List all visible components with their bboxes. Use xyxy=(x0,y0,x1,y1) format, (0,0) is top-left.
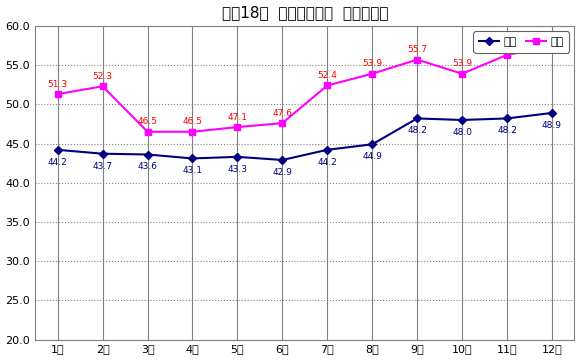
Text: 43.6: 43.6 xyxy=(137,162,158,171)
メス xyxy=(549,111,556,115)
去勢 xyxy=(369,72,376,76)
Text: 48.0: 48.0 xyxy=(452,128,472,137)
メス xyxy=(234,155,241,159)
去勢 xyxy=(99,84,106,89)
Text: 47.6: 47.6 xyxy=(273,109,292,118)
去勢 xyxy=(549,44,556,49)
Line: メス: メス xyxy=(55,110,554,163)
メス xyxy=(503,116,510,121)
Line: 去勢: 去勢 xyxy=(55,43,555,135)
Text: 48.2: 48.2 xyxy=(497,126,517,135)
去勢 xyxy=(54,92,61,96)
Text: 44.2: 44.2 xyxy=(48,158,67,167)
去勢 xyxy=(324,83,331,87)
メス xyxy=(189,156,196,161)
メス xyxy=(459,118,466,122)
去勢 xyxy=(144,130,151,134)
メス xyxy=(324,148,331,152)
Text: 47.1: 47.1 xyxy=(227,113,248,122)
Text: 42.9: 42.9 xyxy=(273,168,292,177)
メス xyxy=(99,152,106,156)
Text: 56.3: 56.3 xyxy=(497,40,517,49)
Text: 46.5: 46.5 xyxy=(183,117,202,126)
Text: 48.9: 48.9 xyxy=(542,121,562,130)
去勢 xyxy=(189,130,196,134)
メス xyxy=(414,116,420,121)
Text: 53.9: 53.9 xyxy=(452,59,472,68)
メス xyxy=(54,148,61,152)
Text: 48.2: 48.2 xyxy=(407,126,427,135)
Legend: メス, 去勢: メス, 去勢 xyxy=(473,31,569,53)
Text: 53.9: 53.9 xyxy=(362,59,382,68)
Text: 52.4: 52.4 xyxy=(317,71,337,80)
Text: 51.3: 51.3 xyxy=(48,80,68,89)
去勢 xyxy=(279,121,286,125)
Text: 57.4: 57.4 xyxy=(542,32,562,41)
Text: 52.3: 52.3 xyxy=(93,72,113,81)
Text: 55.7: 55.7 xyxy=(407,45,427,54)
Text: 43.1: 43.1 xyxy=(183,166,202,175)
去勢 xyxy=(234,125,241,129)
去勢 xyxy=(414,58,420,62)
メス xyxy=(144,152,151,157)
Text: 43.7: 43.7 xyxy=(93,162,113,171)
Title: 平成18年  淡路家畜市場  和子牛市場: 平成18年 淡路家畜市場 和子牛市場 xyxy=(222,5,388,21)
メス xyxy=(369,142,376,147)
Text: 46.5: 46.5 xyxy=(137,117,158,126)
Text: 44.9: 44.9 xyxy=(362,152,382,161)
Text: 44.2: 44.2 xyxy=(317,158,337,167)
メス xyxy=(279,158,286,162)
Text: 43.3: 43.3 xyxy=(227,165,248,174)
去勢 xyxy=(459,72,466,76)
去勢 xyxy=(503,53,510,57)
